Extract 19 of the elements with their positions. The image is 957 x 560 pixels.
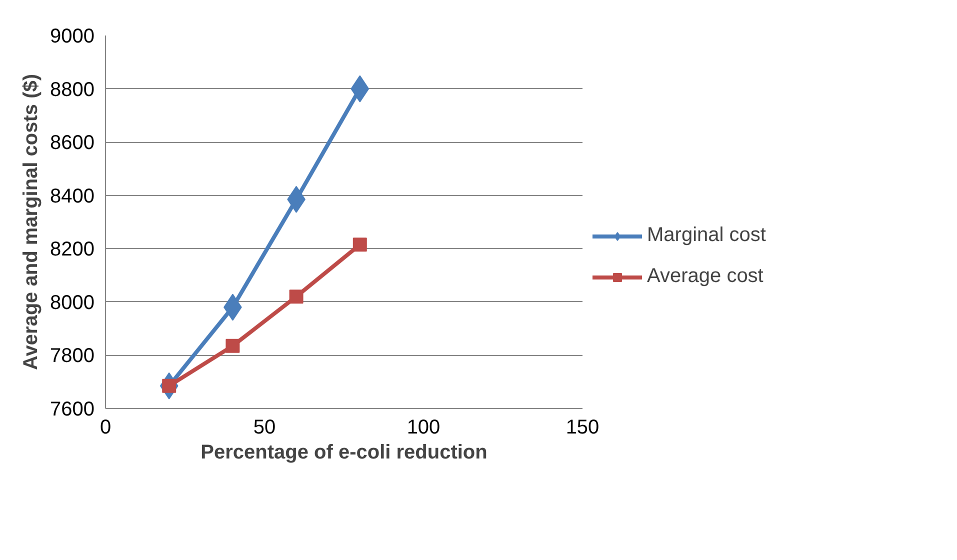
x-tick-label: 0 xyxy=(100,416,112,438)
y-tick-label: 9000 xyxy=(50,26,95,48)
y-tick-label: 7800 xyxy=(50,345,95,368)
point xyxy=(226,338,240,353)
x-tick-label: 150 xyxy=(566,416,600,438)
y-tick-label: 7600 xyxy=(50,398,95,420)
point xyxy=(352,238,367,252)
y-tick-label: 8000 xyxy=(50,292,95,314)
legend-label: Average cost xyxy=(647,265,764,288)
y-tick-label: 8200 xyxy=(50,238,95,261)
y-tick-label: 8400 xyxy=(50,185,95,208)
y-tick-label: 8800 xyxy=(50,78,95,101)
x-axis-title: Percentage of e-coli reduction xyxy=(200,442,488,464)
x-tick-label: 100 xyxy=(406,416,440,438)
legend-label: Marginal cost xyxy=(647,224,766,247)
y-axis-title: Average and marginal costs ($) xyxy=(20,74,42,370)
x-tick-label: 50 xyxy=(253,416,276,438)
point xyxy=(289,290,304,304)
y-tick-label: 8600 xyxy=(50,132,95,154)
